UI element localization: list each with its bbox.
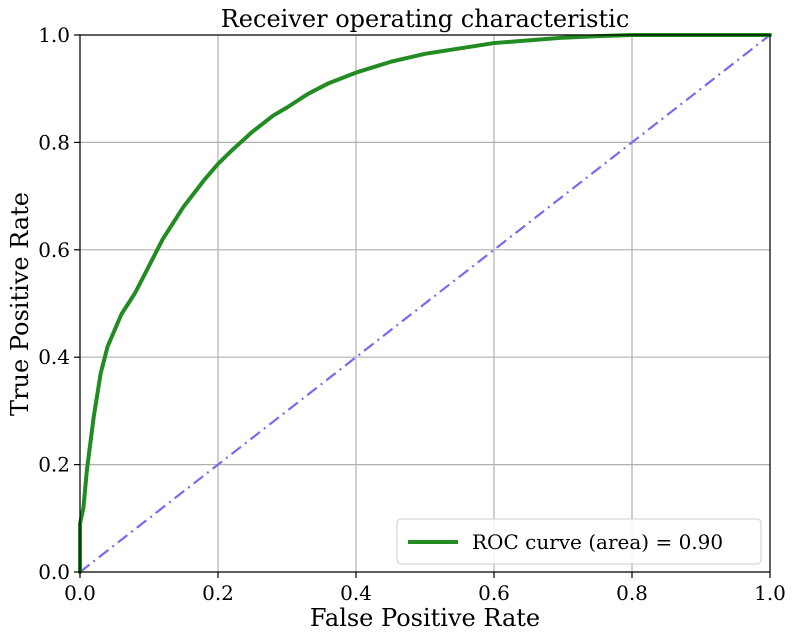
roc-curve-line <box>78 33 772 574</box>
x-tick-label: 0.6 <box>478 581 510 605</box>
x-tick-label: 1.0 <box>754 581 786 605</box>
y-tick-label: 1.0 <box>38 23 70 47</box>
series-layer <box>78 33 772 574</box>
x-tick-label: 0.2 <box>202 581 234 605</box>
y-tick-label: 0.8 <box>38 130 70 154</box>
x-axis-label: False Positive Rate <box>310 604 540 632</box>
y-axis-label: True Positive Rate <box>6 192 34 416</box>
chance-diagonal-line <box>79 34 771 573</box>
y-tick-label: 0.0 <box>38 560 70 584</box>
legend-box <box>396 518 762 565</box>
y-tick-label: 0.2 <box>38 453 70 477</box>
x-tick-label: 0.8 <box>616 581 648 605</box>
y-tick-label: 0.4 <box>38 345 70 369</box>
chart-title: Receiver operating characteristic <box>221 5 630 33</box>
y-tick-label: 0.6 <box>38 238 70 262</box>
tick-layer: 0.0 0.2 0.4 0.6 0.8 1.0 0.0 0.2 0.4 0.6 0.8 1.0 <box>38 23 786 605</box>
x-tick-label: 0.0 <box>64 581 96 605</box>
plot-frame <box>79 34 771 573</box>
x-tick-label: 0.4 <box>340 581 372 605</box>
legend: ROC curve (area) = 0.90 <box>396 518 762 565</box>
legend-label: ROC curve (area) = 0.90 <box>472 530 723 554</box>
